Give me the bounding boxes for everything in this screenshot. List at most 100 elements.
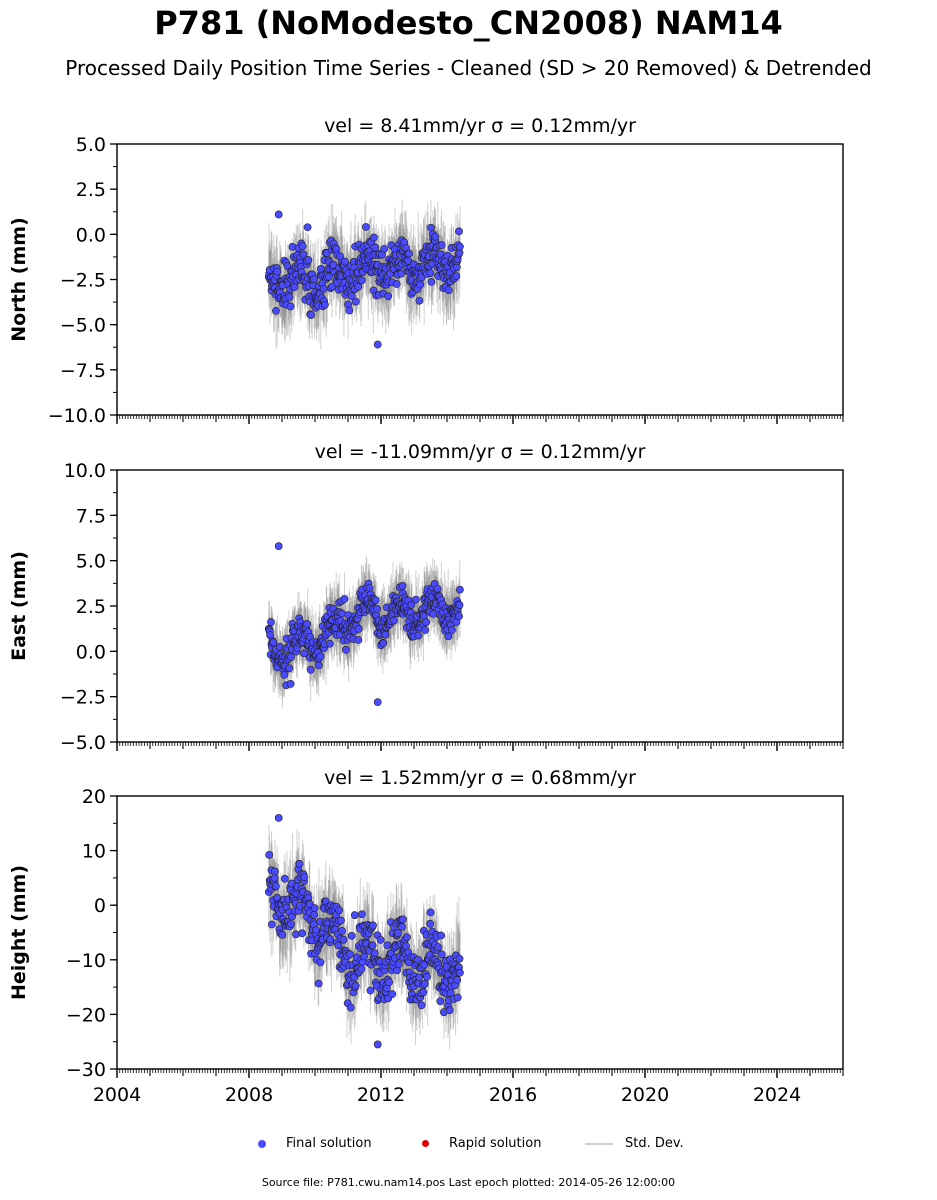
data-point [417, 1001, 426, 1010]
y-tick-label: 2.5 [76, 179, 106, 201]
legend-rapid-label: Rapid solution [449, 1136, 542, 1151]
panel-title-height: vel = 1.52mm/yr σ = 0.68mm/yr [324, 767, 636, 789]
data-point [383, 941, 392, 950]
data-point [310, 904, 319, 913]
data-point [314, 979, 323, 988]
data-point [316, 652, 325, 661]
series-east [264, 542, 464, 708]
data-point [373, 605, 381, 613]
panel-north: vel = 8.41mm/yr σ = 0.12mm/yr North (mm) 5… [8, 115, 844, 427]
y-tick-label: 7.5 [76, 505, 106, 527]
data-point [350, 911, 359, 920]
data-point [384, 292, 393, 301]
data-point [320, 300, 329, 309]
chart-subtitle: Processed Daily Position Time Series - C… [65, 56, 872, 80]
series-north [264, 199, 464, 350]
data-point [286, 302, 295, 311]
data-point [303, 620, 311, 628]
std-line-icon [585, 1142, 613, 1145]
data-point [369, 921, 377, 930]
x-tick-label: 2012 [357, 1084, 405, 1106]
data-point [341, 645, 350, 654]
data-point [314, 661, 323, 670]
data-point [334, 941, 343, 950]
data-point [433, 584, 442, 593]
data-point [390, 616, 398, 625]
data-point [373, 1040, 382, 1049]
data-point [280, 874, 289, 883]
y-tick-label: 5.0 [76, 551, 106, 573]
data-point [415, 296, 424, 305]
data-point [265, 851, 274, 859]
data-point [427, 223, 435, 232]
y-axis-label-height: Height (mm) [8, 865, 30, 1000]
data-point [337, 927, 346, 935]
data-point [427, 277, 436, 286]
x-tick-label: 2020 [621, 1084, 669, 1106]
data-point [335, 906, 344, 915]
y-tick-label: 20 [82, 786, 106, 808]
data-point [371, 596, 380, 604]
data-point [270, 874, 279, 882]
data-point [420, 979, 429, 988]
panel-title-north: vel = 8.41mm/yr σ = 0.12mm/yr [324, 115, 636, 137]
y-tick-label: 2.5 [76, 596, 106, 618]
data-point [267, 618, 275, 626]
data-point [347, 292, 356, 300]
data-point [280, 670, 289, 679]
data-point [455, 612, 463, 621]
data-point [453, 993, 462, 1002]
legend-final-label: Final solution [286, 1136, 372, 1151]
data-point [431, 232, 440, 241]
legend: Final solution Rapid solution Std. Dev. [0, 1136, 937, 1158]
data-point [303, 223, 312, 232]
data-point [354, 625, 363, 633]
y-tick-label: 0.0 [76, 224, 106, 246]
panel-east: vel = -11.09mm/yr σ = 0.12mm/yr East (mm)… [8, 441, 844, 754]
data-point [273, 267, 282, 276]
data-point [437, 950, 446, 959]
plot-frame-east [116, 469, 844, 743]
y-tick-label: −2.5 [60, 270, 106, 292]
data-point [376, 936, 385, 944]
data-point [437, 241, 446, 249]
chart-title: P781 (NoModesto_CN2008) NAM14 [154, 4, 783, 42]
y-tick-label: −10 [66, 950, 106, 972]
data-point [414, 631, 423, 640]
data-point [365, 584, 374, 592]
data-point [405, 249, 413, 258]
data-point [361, 223, 370, 231]
data-point [354, 282, 363, 291]
y-tick-label: −20 [66, 1004, 106, 1026]
data-point [398, 582, 407, 590]
data-point [325, 639, 334, 648]
data-point [416, 280, 425, 289]
data-point [357, 910, 366, 919]
y-tick-label: 5.0 [76, 134, 106, 156]
data-point [310, 275, 319, 284]
data-point [455, 227, 463, 236]
panel-height: vel = 1.52mm/yr σ = 0.68mm/yr Height (mm)… [8, 767, 844, 1106]
data-point [366, 986, 375, 995]
data-point [444, 632, 453, 641]
data-point [419, 988, 428, 997]
y-tick-label: −2.5 [60, 687, 106, 709]
data-point [298, 929, 307, 938]
legend-final: Final solution [258, 1136, 372, 1151]
data-point [271, 867, 279, 876]
x-tick-label: 2004 [93, 1084, 141, 1106]
data-point [267, 920, 276, 929]
data-point [411, 595, 420, 604]
data-point [337, 609, 346, 618]
data-point [269, 638, 278, 647]
data-point [357, 965, 366, 973]
data-point [426, 919, 434, 928]
data-point [299, 250, 308, 259]
data-point [274, 542, 283, 551]
data-point [285, 664, 294, 673]
panel-title-east: vel = -11.09mm/yr σ = 0.12mm/yr [315, 441, 646, 463]
y-tick-label: 10 [82, 841, 106, 863]
data-point [455, 968, 464, 977]
data-point [426, 269, 435, 277]
data-point [447, 626, 456, 634]
